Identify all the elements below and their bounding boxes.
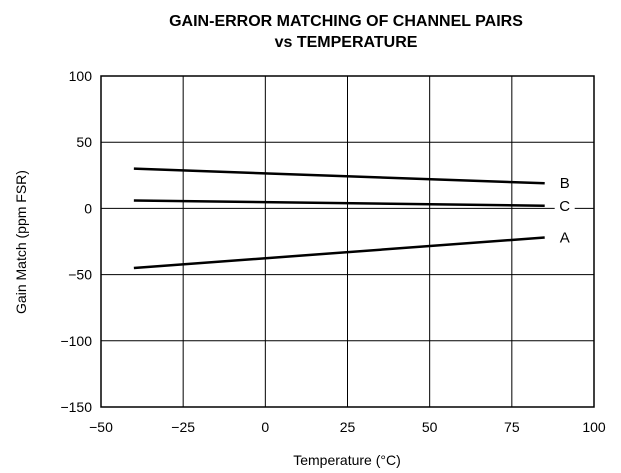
series-line-a — [133, 236, 545, 270]
series-labels: BCA — [554, 174, 575, 247]
series-line-b — [133, 167, 545, 185]
y-tick-label: 100 — [69, 68, 93, 84]
series-label-c: C — [559, 198, 570, 215]
x-tick-label: 100 — [582, 419, 606, 435]
series-label-backdrop — [554, 174, 575, 193]
y-tick-label: 50 — [76, 134, 92, 150]
series-label-b: B — [560, 175, 570, 192]
series-label-backdrop — [554, 196, 575, 215]
y-axis-label: Gain Match (ppm FSR) — [13, 170, 29, 314]
plot-area-border — [100, 75, 595, 408]
grid — [101, 76, 594, 407]
y-tick-labels: −150 −100 −50 0 50 100 — [60, 68, 92, 415]
x-axis-label: Temperature (°C) — [293, 452, 401, 468]
y-tick-label: −100 — [60, 333, 92, 349]
series-lines — [133, 167, 545, 270]
x-tick-label: 50 — [422, 419, 438, 435]
y-tick-label: −150 — [60, 399, 92, 415]
x-tick-label: 25 — [340, 419, 356, 435]
x-tick-label: −25 — [171, 419, 195, 435]
x-tick-label: 75 — [504, 419, 520, 435]
x-tick-labels: −50 −25 0 25 50 75 100 — [89, 419, 606, 435]
chart-title-line-1: GAIN-ERROR MATCHING OF CHANNEL PAIRS — [169, 13, 523, 30]
series-line-c — [133, 199, 545, 208]
series-label-backdrop — [554, 228, 575, 247]
y-tick-label: −50 — [68, 267, 92, 283]
chart-title-line-2: vs TEMPERATURE — [275, 34, 418, 51]
x-tick-label: −50 — [89, 419, 113, 435]
y-tick-label: 0 — [84, 200, 92, 216]
x-tick-label: 0 — [261, 419, 269, 435]
series-label-a: A — [560, 230, 570, 247]
